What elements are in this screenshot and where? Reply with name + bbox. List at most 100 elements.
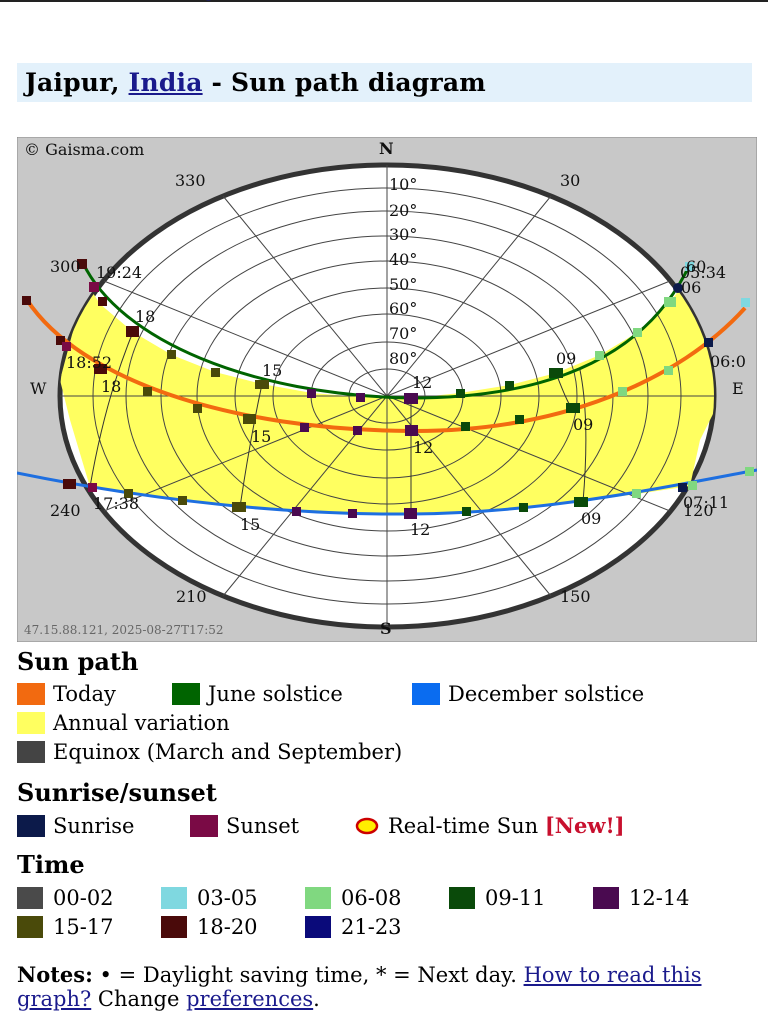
legend-today-label: Today (53, 682, 116, 706)
preferences-link[interactable]: preferences (186, 987, 314, 1011)
today-hour-12: 12 (413, 438, 433, 457)
june-sunrise-time: 05:34 (680, 263, 726, 282)
legend-time-15-17: 15-17 (17, 915, 114, 939)
legend-sunrise-label: Sunrise (53, 814, 135, 838)
azimuth-60: 60 (686, 257, 706, 276)
legend-sunset-label: Sunset (226, 814, 300, 838)
legend-time-12-14-label: 12-14 (629, 886, 690, 910)
hour-lines (89, 331, 587, 514)
legend-time-18-20-label: 18-20 (197, 915, 258, 939)
swatch-today (17, 683, 45, 705)
azimuth-120: 120 (683, 501, 714, 520)
june-hour-06: 06 (681, 278, 701, 297)
today-hour-09: 09 (573, 415, 593, 434)
top-border (0, 0, 768, 2)
legend-time-03-05-label: 03-05 (197, 886, 258, 910)
azimuth-240: 240 (50, 501, 81, 520)
swatch-time-12-14 (593, 887, 619, 909)
legend-heading-time: Time (17, 850, 85, 879)
legend-time-21-23: 21-23 (305, 915, 402, 939)
legend-time-00-02-label: 00-02 (53, 886, 114, 910)
today-sunrise-time: 06:0 (710, 352, 746, 371)
legend-june-label: June solstice (208, 682, 343, 706)
legend-time-06-08-label: 06-08 (341, 886, 402, 910)
swatch-time-09-11 (449, 887, 475, 909)
june-hour-09: 09 (556, 349, 576, 368)
compass-north: N (379, 139, 394, 158)
title-city: Jaipur, (25, 68, 129, 97)
legend-today: Today (17, 682, 116, 706)
legend-time-15-17-label: 15-17 (53, 915, 114, 939)
notes-prefix: Notes: (17, 962, 93, 987)
azimuth-210: 210 (176, 587, 207, 606)
notes-text-2: Change (91, 987, 187, 1011)
compass-east: E (732, 379, 744, 398)
legend-time-09-11: 09-11 (449, 886, 546, 910)
june-sunset-marker (77, 259, 87, 269)
notes-text-1: • = Daylight saving time, * = Next day. (92, 963, 524, 987)
legend-realtime-label: Real-time Sun (388, 814, 539, 838)
june-sunset-time: 19:24 (96, 263, 142, 282)
notes-text-3: . (313, 987, 320, 1011)
altitude-40: 40° (389, 250, 417, 269)
legend-december: December solstice (412, 682, 644, 706)
legend-time-21-23-label: 21-23 (341, 915, 402, 939)
swatch-december (412, 683, 440, 705)
notes: Notes: • = Daylight saving time, * = Nex… (17, 962, 757, 1012)
swatch-time-00-02 (17, 887, 43, 909)
azimuth-330: 330 (175, 171, 206, 190)
legend-december-label: December solstice (448, 682, 645, 706)
legend-equinox-label: Equinox (March and September) (53, 740, 403, 764)
today-hour-18: 18 (101, 377, 121, 396)
altitude-10: 10° (389, 175, 417, 194)
legend-time-06-08: 06-08 (305, 886, 402, 910)
swatch-time-18-20 (161, 916, 187, 938)
legend-time-12-14: 12-14 (593, 886, 690, 910)
june-hour-12: 12 (412, 373, 432, 392)
country-link[interactable]: India (128, 68, 203, 97)
altitude-70: 70° (389, 324, 417, 343)
altitude-60: 60° (389, 299, 417, 318)
legend-time-09-11-label: 09-11 (485, 886, 546, 910)
swatch-time-21-23 (305, 916, 331, 938)
december-hour-markers (63, 467, 754, 519)
realtime-sun-icon (355, 817, 379, 835)
legend-time-00-02: 00-02 (17, 886, 114, 910)
swatch-june (172, 683, 200, 705)
how-to-read-link[interactable]: How to read this graph? (17, 963, 702, 1011)
legend-sunset: Sunset (190, 814, 299, 838)
today-hour-markers (22, 296, 750, 436)
page-title: Jaipur, India - Sun path diagram (25, 66, 744, 99)
december-sunrise-time: 07:11 (683, 493, 729, 512)
azimuth-150: 150 (560, 587, 591, 606)
legend-time-03-05: 03-05 (161, 886, 258, 910)
december-sunset-time: 17:38 (93, 494, 139, 513)
december-hour-15: 15 (240, 515, 260, 534)
copyright-label: © Gaisma.com (24, 140, 144, 159)
altitude-30: 30° (389, 225, 417, 244)
swatch-equinox (17, 741, 45, 763)
altitude-20: 20° (389, 201, 417, 220)
swatch-time-03-05 (161, 887, 187, 909)
swatch-time-06-08 (305, 887, 331, 909)
page-title-bar: Jaipur, India - Sun path diagram (17, 63, 752, 102)
june-hour-18: 18 (135, 307, 155, 326)
june-hour-markers (89, 262, 694, 404)
compass-west: W (30, 379, 47, 398)
june-hour-15: 15 (262, 361, 282, 380)
legend-equinox: Equinox (March and September) (17, 740, 402, 764)
new-badge: [New!] (544, 813, 625, 838)
altitude-80: 80° (389, 349, 417, 368)
swatch-annual (17, 712, 45, 734)
ip-timestamp: 47.15.88.121, 2025-08-27T17:52 (24, 623, 224, 637)
legend-annual-label: Annual variation (53, 711, 230, 735)
december-hour-09: 09 (581, 509, 601, 528)
legend-june: June solstice (172, 682, 343, 706)
azimuth-300: 300 (50, 257, 81, 276)
legend-heading-sun-path: Sun path (17, 647, 139, 676)
swatch-time-15-17 (17, 916, 43, 938)
azimuth-30: 30 (560, 171, 580, 190)
legend-sunrise: Sunrise (17, 814, 134, 838)
today-hour-15: 15 (251, 427, 271, 446)
legend-realtime-sun: Real-time Sun [New!] (354, 814, 625, 838)
